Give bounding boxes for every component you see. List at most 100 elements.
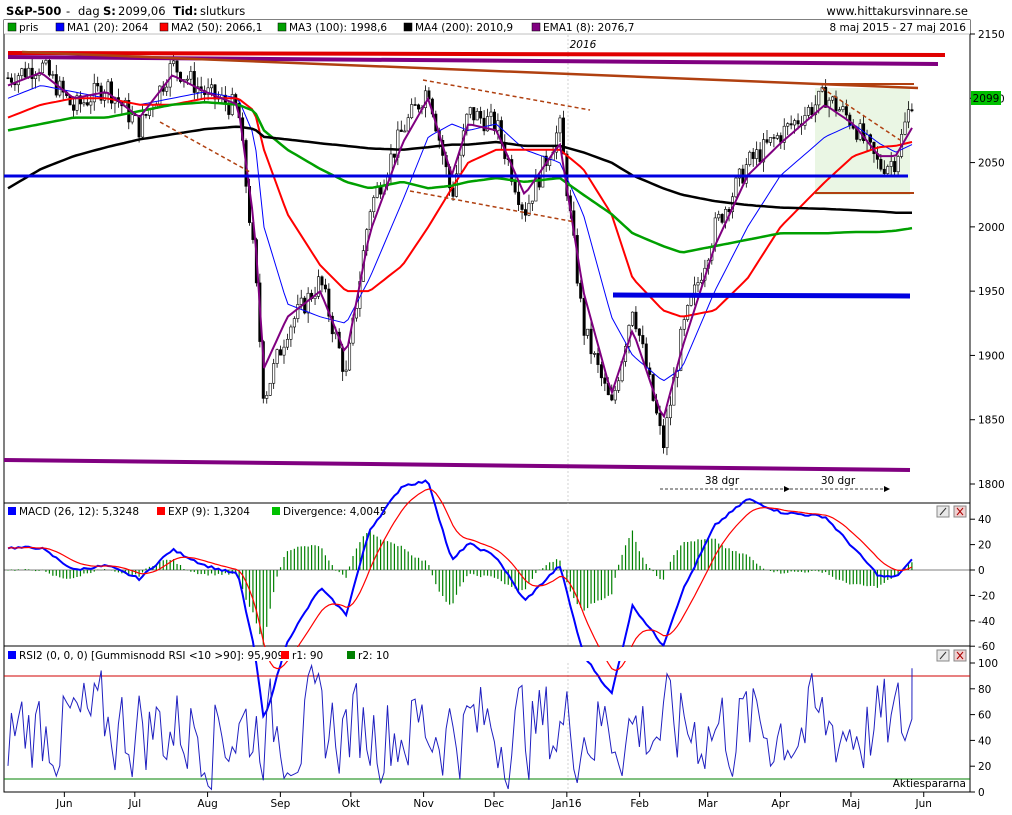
x-tick-label: Jun [915, 798, 932, 810]
symbol-label: S&P-500 [6, 4, 61, 18]
candle [175, 60, 179, 73]
candle [44, 60, 48, 64]
price-tick-label: 1800 [978, 479, 1005, 491]
candle [720, 214, 724, 223]
candle [634, 311, 638, 330]
legend-swatch [531, 22, 541, 32]
x-tick-label: Jan16 [551, 798, 582, 810]
macd-settings-icon[interactable] [936, 505, 950, 518]
candle [896, 156, 900, 173]
rsi-line [7, 663, 913, 791]
candle [903, 121, 907, 135]
rsi-close-icon[interactable] [953, 649, 967, 662]
candle [275, 349, 279, 364]
candle [810, 107, 814, 116]
candle [744, 164, 748, 184]
candle [686, 305, 690, 320]
candle [637, 328, 641, 336]
candle [413, 104, 417, 106]
candle [579, 282, 583, 299]
candle [630, 311, 634, 326]
candle [689, 296, 693, 306]
candle [737, 168, 741, 179]
rsi-r1: r1: 90 [292, 650, 323, 662]
rsi-y-axis: 100 80 60 40 20 0 [970, 658, 998, 799]
rsi-panel-frame [3, 645, 971, 793]
price-y-axis: 21502100205020001950190018501800 [970, 29, 1005, 491]
candle [410, 104, 414, 119]
x-tick-label: Mar [698, 798, 718, 810]
macd-tick-label: 40 [978, 514, 991, 526]
x-tick-label: Sep [270, 798, 290, 810]
candle [344, 369, 348, 372]
candle [841, 106, 845, 111]
candle [561, 117, 565, 155]
candle [265, 395, 269, 399]
candle [775, 135, 779, 139]
candle [523, 209, 527, 216]
candle [868, 134, 872, 143]
macd-exp: EXP (9): 1,3204 [168, 506, 250, 518]
legend-item: pris [19, 22, 38, 34]
date-range: 8 maj 2015 - 27 maj 2016 [830, 22, 967, 34]
candle [306, 292, 310, 314]
x-axis: Jun Jul Aug Sep Okt Nov Dec Jan16 Feb Mar Apr Maj Ju… [55, 792, 932, 810]
candle [106, 81, 110, 94]
x-tick-label: Feb [630, 798, 649, 810]
rsi-r2: r2: 10 [358, 650, 389, 662]
price-tick-label: 1900 [978, 350, 1005, 362]
legend-item: MA4 (200): 2010,9 [415, 22, 513, 34]
candle [796, 120, 800, 125]
support-line-1945 [612, 292, 911, 299]
candle [51, 74, 55, 76]
candle [272, 363, 276, 384]
candle [130, 114, 134, 123]
candle [192, 71, 196, 93]
candle [758, 149, 762, 163]
x-tick-label: Maj [842, 798, 860, 810]
candle [96, 82, 100, 87]
candle [751, 151, 755, 159]
candle [110, 81, 114, 104]
support-line-1810 [3, 458, 911, 472]
candle [596, 353, 600, 365]
macd-divergence: Divergence: 4,0045 [283, 506, 386, 518]
macd-close-icon[interactable] [953, 505, 967, 518]
candle [292, 318, 296, 328]
candle [189, 71, 193, 80]
x-tick-label: Dec [484, 798, 505, 810]
candle [375, 186, 379, 198]
candle [417, 104, 421, 110]
candle [696, 282, 700, 286]
candle [789, 123, 793, 126]
candle [403, 130, 407, 133]
candle [641, 335, 645, 345]
candle [782, 125, 786, 143]
long-downtrend-line [21, 50, 919, 90]
candle [906, 109, 910, 123]
candle [210, 84, 214, 89]
series-line-5 [7, 71, 913, 419]
candle [644, 343, 648, 369]
candle [78, 95, 82, 105]
candle [82, 102, 86, 105]
candle [75, 95, 79, 111]
candle [475, 111, 479, 121]
candle [399, 129, 403, 132]
candle [489, 111, 493, 117]
candle [30, 67, 34, 79]
legend: pris MA1 (20): 2064 MA2 (50): 2066,1 MA3 (1… [7, 22, 634, 34]
candle [372, 197, 376, 213]
candle [379, 186, 383, 195]
site-label[interactable]: www.hittakursvinnare.se [826, 4, 968, 18]
rsi-settings-icon[interactable] [936, 649, 950, 662]
dashed-trend-4 [821, 87, 901, 141]
candle [144, 114, 148, 116]
candle [141, 114, 145, 138]
legend-item: MA1 (20): 2064 [67, 22, 149, 34]
candle [468, 107, 472, 115]
candle [603, 377, 607, 384]
candle [89, 101, 93, 106]
candle [517, 191, 521, 205]
